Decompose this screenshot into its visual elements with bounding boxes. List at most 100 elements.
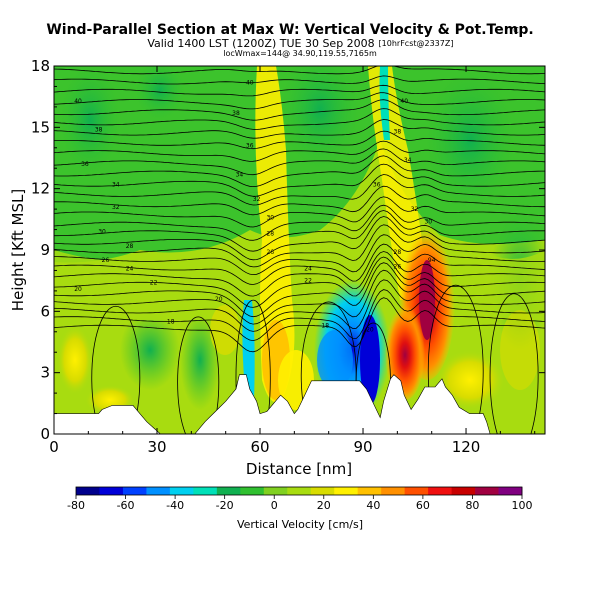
x-axis: 0 30 60 90 120 — [49, 66, 536, 456]
colorbar-swatch — [381, 487, 406, 495]
isentrope-line — [54, 210, 545, 252]
contour-label: 18 — [321, 323, 329, 330]
colorbar-tick-label: 60 — [416, 499, 430, 512]
isentrope-line — [54, 289, 545, 342]
isentrope-line — [54, 234, 545, 276]
contour-label: 20 — [215, 296, 223, 303]
isentrope-line — [54, 269, 545, 325]
contour-label: 20 — [366, 327, 374, 334]
colorbar-swatch — [169, 487, 194, 495]
contour-label: 36 — [81, 161, 89, 168]
colorbar-tick-label: -40 — [166, 499, 184, 512]
valid-time: Valid 1400 LST (1200Z) TUE 30 Sep 2008 — [147, 37, 374, 50]
isentrope-line — [54, 204, 545, 241]
surface-warm-cell-1 — [57, 325, 93, 395]
green-cell-7 — [180, 310, 220, 410]
colorbar-swatch — [475, 487, 499, 495]
contour-label: 36 — [246, 143, 254, 150]
updraft-core — [419, 260, 435, 340]
contour-label: 38 — [95, 126, 103, 133]
downdraft-core — [360, 315, 380, 405]
colorbar-swatch — [76, 487, 100, 495]
colorbar-tick-label: -60 — [117, 499, 135, 512]
colorbar-label: Vertical Velocity [cm/s] — [237, 518, 363, 531]
contour-label: 24 — [304, 265, 312, 272]
contour-label: 26 — [266, 249, 274, 256]
colorbar-swatch — [334, 487, 359, 495]
isentrope-line — [54, 243, 545, 285]
surface-warm-cell-5 — [500, 310, 540, 390]
x-tick-label: 90 — [353, 438, 372, 456]
isentrope-line — [54, 251, 545, 297]
potential-temperature-contours — [54, 66, 545, 434]
isentrope-line — [54, 140, 545, 162]
green-cell-1 — [60, 66, 120, 175]
downdraft-secondary — [317, 330, 353, 390]
colorbar-tick-label: -20 — [216, 499, 234, 512]
colorbar-swatch — [310, 487, 335, 495]
contour-label: 40 — [74, 98, 82, 105]
isentrope-line — [54, 130, 545, 150]
colorbar-swatch — [428, 487, 452, 495]
contour-labels: 40 38 36 34 32 30 28 26 24 20 22 18 20 40 38 36 34 32 30 28… — [74, 79, 435, 333]
low-level-contour — [177, 316, 220, 434]
colorbar-swatch — [193, 487, 218, 495]
y-tick-label: 18 — [31, 57, 50, 75]
contour-label: 24 — [126, 265, 134, 272]
colorbar-swatch — [451, 487, 476, 495]
colorbar-swatch — [122, 487, 147, 495]
y-tick-label: 0 — [40, 425, 50, 443]
isentrope-line — [54, 297, 545, 353]
upper-green-region — [54, 66, 545, 263]
isentrope-line — [54, 66, 545, 75]
y-axis-label: Height [Kft MSL] — [9, 189, 27, 311]
contour-label: 30 — [424, 218, 432, 225]
y-tick-label: 9 — [40, 241, 50, 259]
contour-label: 32 — [411, 206, 419, 213]
y-tick-label: 12 — [31, 180, 50, 198]
isentrope-line — [54, 84, 545, 97]
contour-label: 26 — [394, 263, 402, 270]
contour-label: 22 — [150, 280, 158, 287]
contour-label: 32 — [253, 196, 261, 203]
colorbar-swatch — [357, 487, 382, 495]
green-cell-4 — [425, 70, 515, 210]
isentrope-line — [54, 163, 545, 197]
terrain-mask — [53, 374, 545, 435]
y-tick-label: 6 — [40, 302, 50, 320]
green-cell-6 — [120, 310, 180, 390]
colorbar-swatch — [216, 487, 241, 495]
low-level-contour — [489, 293, 539, 434]
contour-label: 18 — [167, 319, 175, 326]
x-tick-label: 0 — [49, 438, 59, 456]
colorbar-tick-label: 100 — [512, 499, 533, 512]
contour-label: 34 — [112, 182, 120, 189]
contour-label: 20 — [74, 286, 82, 293]
surface-warm-cell-3 — [210, 305, 240, 355]
colorbar-swatch — [263, 487, 288, 495]
contour-label: 34 — [404, 157, 412, 164]
isentrope-line — [54, 256, 545, 308]
isentrope-line — [54, 262, 545, 318]
x-tick-label: 30 — [147, 438, 166, 456]
low-level-contour — [427, 284, 484, 434]
isentrope-line — [54, 196, 545, 228]
contour-label: 38 — [394, 128, 402, 135]
green-cell-3 — [280, 66, 360, 170]
contour-label: 30 — [266, 214, 274, 221]
colorbar-swatch — [287, 487, 312, 495]
contour-label: 28 — [266, 231, 274, 238]
vertical-velocity-field — [54, 66, 545, 434]
colorbar-swatch — [404, 487, 429, 495]
contour-label: 94 — [428, 257, 436, 264]
contour-label: 32 — [112, 204, 120, 211]
chart-title: Wind-Parallel Section at Max W: Vertical… — [46, 22, 533, 38]
contour-label: 30 — [98, 229, 106, 236]
green-cell-2 — [135, 66, 185, 120]
colorbar-ticks: -80 -60 -40 -20 0 20 40 60 80 100 — [67, 495, 533, 512]
colorbar-tick-label: 80 — [465, 499, 479, 512]
contour-label: 34 — [236, 171, 244, 178]
x-tick-label: 60 — [250, 438, 269, 456]
isentrope-line — [54, 216, 545, 261]
